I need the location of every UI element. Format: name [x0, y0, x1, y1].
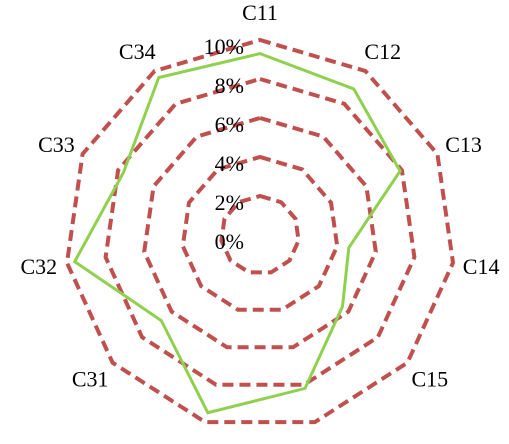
- grid-ring-5: [64, 37, 456, 425]
- series-line-0: [72, 52, 402, 415]
- radial-tick-labels: 0% 2% 4% 6% 8% 10%: [204, 34, 244, 254]
- category-labels: C11 C12 C13 C14 C15 C16 C21 C31 C32 C33 C34: [21, 0, 500, 444]
- category-label-C16: C16: [303, 439, 340, 444]
- tick-label-2: 4%: [215, 151, 244, 176]
- tick-label-5: 10%: [204, 34, 244, 59]
- category-label-C12: C12: [364, 39, 401, 64]
- tick-label-3: 6%: [215, 112, 244, 137]
- grid-ring-4: [103, 76, 417, 387]
- tick-label-0: 0%: [215, 229, 244, 254]
- grid-ring-2: [180, 154, 340, 312]
- grid-ring-1: [219, 193, 301, 275]
- tick-label-4: 8%: [215, 73, 244, 98]
- series-layer: [72, 52, 402, 415]
- category-label-C21: C21: [180, 439, 217, 444]
- category-label-C11: C11: [242, 0, 278, 25]
- grid-ring-3: [142, 115, 378, 350]
- category-label-C33: C33: [38, 132, 75, 157]
- category-label-C31: C31: [72, 366, 109, 391]
- category-label-C15: C15: [412, 366, 449, 391]
- tick-label-1: 2%: [215, 190, 244, 215]
- category-label-C34: C34: [119, 39, 156, 64]
- category-label-C14: C14: [463, 254, 500, 279]
- category-label-C32: C32: [21, 254, 58, 279]
- category-label-C13: C13: [445, 132, 482, 157]
- radar-grid: [64, 37, 456, 425]
